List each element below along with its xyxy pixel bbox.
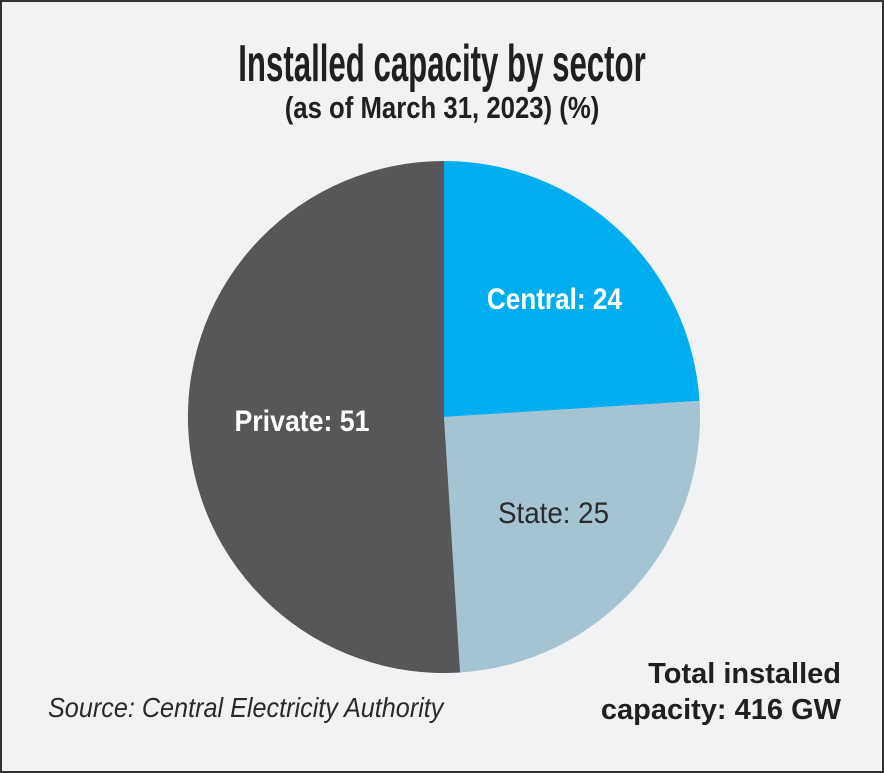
pie-label-private: Private: 51 — [235, 405, 370, 438]
source-note: Source: Central Electricity Authority — [48, 692, 444, 723]
chart-subtitle: (as of March 31, 2023) (%) — [284, 90, 600, 125]
pie-label-central: Central: 24 — [487, 283, 622, 316]
total-capacity-line1: Total installed — [648, 658, 841, 690]
pie-label-state: State: 25 — [498, 497, 609, 530]
pie-slice-central — [444, 161, 700, 417]
pie-slice-private — [187, 160, 461, 673]
pie-slice-state — [444, 400, 700, 673]
total-capacity-line2: capacity: 416 GW — [600, 694, 841, 726]
chart-title: Installed capacity by sector — [238, 35, 646, 93]
total-capacity-note: Total installed capacity: 416 GW — [601, 656, 841, 728]
